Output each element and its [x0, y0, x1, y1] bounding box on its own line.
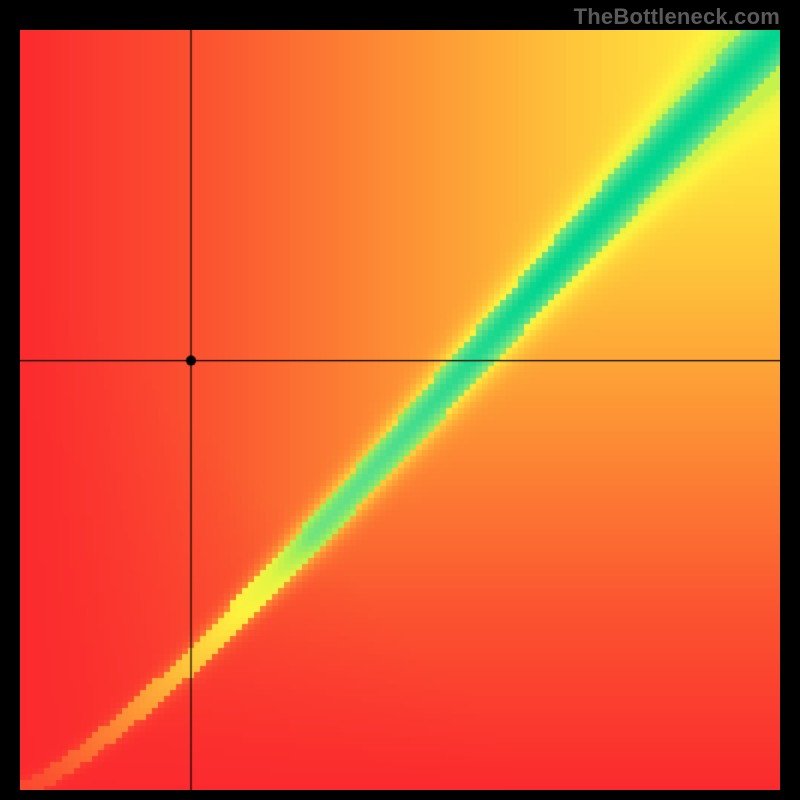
heatmap-canvas — [20, 30, 780, 790]
chart-container: TheBottleneck.com — [0, 0, 800, 800]
heatmap-plot — [20, 30, 780, 790]
watermark-text: TheBottleneck.com — [574, 4, 780, 30]
